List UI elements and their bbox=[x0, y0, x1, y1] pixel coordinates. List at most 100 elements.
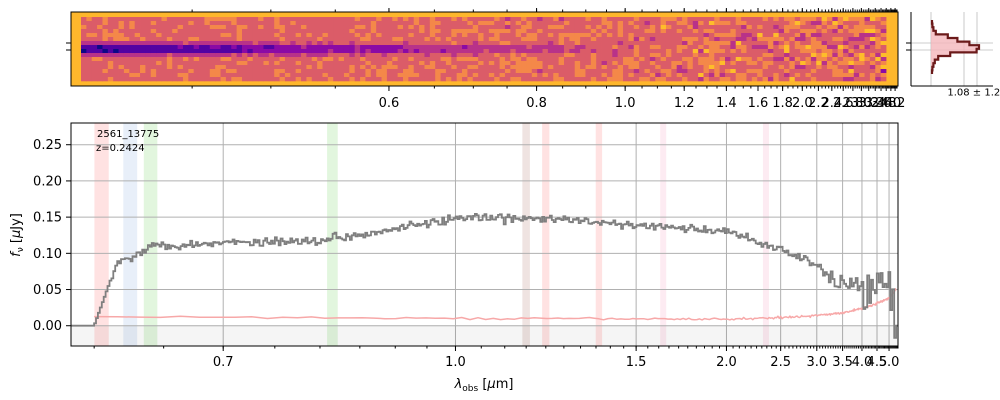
spectrum-2d-pixel bbox=[462, 41, 468, 46]
spectrum-2d-pixel bbox=[343, 73, 350, 78]
spectrum-2d-pixel bbox=[725, 17, 731, 22]
spectrum-2d-pixel bbox=[784, 61, 790, 66]
spectrum-2d-pixel bbox=[494, 69, 500, 74]
spectrum-2d-pixel bbox=[376, 65, 382, 70]
spectrum-2d-pixel bbox=[81, 49, 87, 54]
spectrum-2d-pixel bbox=[730, 53, 737, 58]
spectrum-2d-pixel bbox=[805, 77, 812, 82]
spectrum-2d-pixel bbox=[349, 69, 356, 74]
spectrum-2d-pixel bbox=[349, 53, 356, 58]
spectrum-2d-pixel bbox=[816, 61, 822, 66]
spectrum-2d-pixel bbox=[558, 73, 565, 78]
spectrum-1d-xtick-label: 3.5 bbox=[832, 355, 853, 370]
spectrum-2d-pixel bbox=[419, 41, 425, 46]
spectrum-2d-pixel bbox=[644, 53, 651, 58]
spectrum-2d-pixel bbox=[864, 49, 871, 54]
spectrum-2d-pixel bbox=[408, 61, 415, 66]
spectrum-2d-pixel bbox=[413, 33, 420, 38]
spectrum-2d-pixel bbox=[397, 21, 404, 26]
spectrum-2d-pixel bbox=[864, 77, 871, 82]
spectrum-2d-pixel bbox=[295, 57, 302, 62]
spectrum-2d-pixel bbox=[735, 65, 742, 70]
spectrum-2d-xtick-label: 1.8 bbox=[772, 96, 793, 111]
spectrum-2d-pixel bbox=[585, 57, 592, 62]
spectrum-2d-pixel bbox=[424, 45, 431, 50]
spectrum-2d-pixel bbox=[102, 61, 109, 66]
spectrum-2d-pixel bbox=[150, 77, 157, 82]
spectrum-2d-pixel bbox=[301, 29, 307, 34]
spectrum-2d-pixel bbox=[488, 73, 495, 78]
spectrum-2d-pixel bbox=[225, 61, 232, 66]
spectrum-2d-pixel bbox=[757, 57, 763, 62]
spectrum-2d-pixel bbox=[365, 65, 372, 70]
spectrum-2d-pixel bbox=[606, 65, 613, 70]
spectrum-2d-pixel bbox=[360, 45, 366, 50]
spectrum-2d-pixel bbox=[467, 37, 474, 42]
spectrum-2d-pixel bbox=[580, 77, 586, 82]
spectrum-2d-pixel bbox=[134, 17, 141, 22]
spectrum-2d-pixel bbox=[397, 69, 404, 74]
spectrum-2d-pixel bbox=[558, 65, 565, 70]
spectrum-2d-pixel bbox=[258, 37, 264, 42]
spectrum-2d-pixel bbox=[172, 57, 178, 62]
spectrum-2d-pixel bbox=[301, 61, 307, 66]
spectrum-2d-pixel bbox=[547, 17, 554, 22]
spectrum-2d-pixel bbox=[215, 29, 221, 34]
spectrum-2d-pixel bbox=[290, 61, 297, 66]
spectrum-2d-pixel bbox=[360, 41, 366, 46]
spectrum-2d-pixel bbox=[177, 25, 184, 30]
spectrum-2d-pixel bbox=[284, 73, 291, 78]
spectrum-2d-pixel bbox=[349, 25, 356, 30]
spectrum-2d-pixel bbox=[585, 53, 592, 58]
spectrum-2d-pixel bbox=[236, 57, 243, 62]
spectrum-2d-pixel bbox=[585, 61, 592, 66]
spectrum-2d-pixel bbox=[166, 29, 173, 34]
spectrum-2d-pixel bbox=[172, 17, 178, 22]
spectrum-2d-pixel bbox=[580, 21, 586, 26]
spectrum-2d-pixel bbox=[311, 37, 318, 42]
spectrum-2d-pixel bbox=[156, 73, 162, 78]
spectrum-2d-pixel bbox=[478, 65, 484, 70]
spectrum-2d-panel: 0.6 0.8 1.0 1.2 1.4 1.6 1.82.02.22.42.62.83.03… bbox=[66, 8, 905, 111]
spectrum-2d-pixel bbox=[419, 65, 425, 70]
spectrum-2d-pixel bbox=[639, 25, 645, 30]
spectrum-2d-pixel bbox=[580, 17, 586, 22]
spectrum-2d-pixel bbox=[676, 49, 683, 54]
spectrum-2d-pixel bbox=[172, 33, 178, 38]
spectrum-2d-pixel bbox=[649, 17, 656, 22]
spectrum-2d-pixel bbox=[617, 53, 624, 58]
spectrum-2d-pixel bbox=[322, 77, 329, 82]
spectrum-2d-pixel bbox=[338, 25, 345, 30]
spectrum-2d-pixel bbox=[247, 37, 254, 42]
spectrum-2d-pixel bbox=[166, 65, 173, 70]
spectrum-2d-pixel bbox=[580, 69, 586, 74]
spectrum-2d-pixel bbox=[327, 37, 334, 42]
spectrum-2d-pixel bbox=[220, 77, 227, 82]
spectrum-2d-pixel bbox=[322, 69, 329, 74]
spectrum-2d-pixel bbox=[462, 65, 468, 70]
spectrum-2d-pixel bbox=[746, 69, 753, 74]
spectrum-2d-pixel bbox=[585, 21, 592, 26]
spectrum-2d-pixel bbox=[810, 61, 817, 66]
spectrum-2d-pixel bbox=[456, 37, 463, 42]
spectrum-2d-pixel bbox=[585, 65, 592, 70]
spectrum-2d-pixel bbox=[601, 21, 608, 26]
spectrum-2d-pixel bbox=[472, 53, 479, 58]
emission-line-band bbox=[762, 123, 769, 346]
spectrum-2d-pixel bbox=[440, 65, 447, 70]
spectrum-2d-pixel bbox=[462, 53, 468, 58]
spectrum-2d-pixel bbox=[682, 21, 688, 26]
spectrum-2d-pixel bbox=[129, 33, 136, 38]
spectrum-2d-pixel bbox=[510, 33, 517, 38]
spectrum-2d-pixel bbox=[590, 65, 597, 70]
spectrum-2d-pixel bbox=[719, 77, 726, 82]
spectrum-2d-pixel bbox=[880, 69, 887, 74]
spectrum-2d-pixel bbox=[220, 73, 227, 78]
spectrum-2d-pixel bbox=[590, 57, 597, 62]
spectrum-2d-pixel bbox=[655, 37, 661, 42]
spectrum-2d-pixel bbox=[746, 37, 753, 42]
spectrum-2d-pixel bbox=[837, 21, 844, 26]
spectrum-2d-pixel bbox=[730, 77, 737, 82]
spectrum-2d-pixel bbox=[311, 17, 318, 22]
spectrum-2d-pixel bbox=[166, 41, 173, 46]
